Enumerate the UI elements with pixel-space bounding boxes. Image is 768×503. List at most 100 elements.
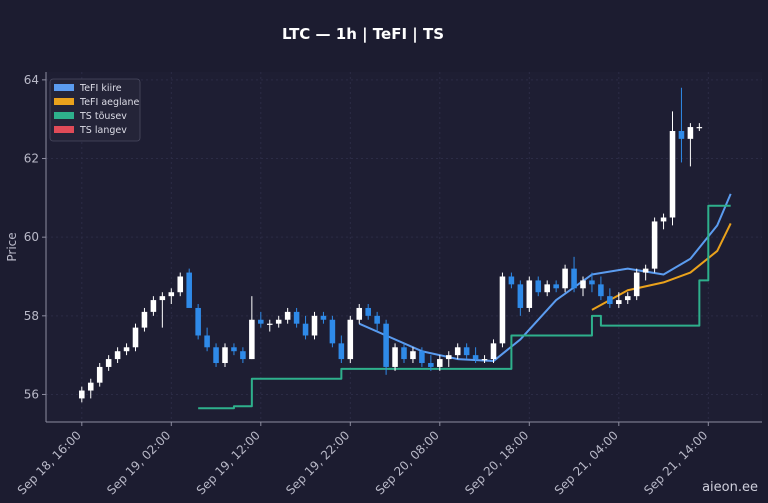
candle-body xyxy=(660,217,667,222)
candle-body xyxy=(204,335,210,348)
candle-bullish xyxy=(159,292,166,328)
x-tick-label: Sep 20, 18:00 xyxy=(462,428,531,497)
candle-bullish xyxy=(669,111,676,226)
y-tick-label: 62 xyxy=(24,152,39,166)
candle-bearish xyxy=(204,327,210,352)
candle-bearish xyxy=(517,280,524,316)
candle-bullish xyxy=(177,272,184,297)
y-tick-label: 56 xyxy=(24,387,39,401)
candle-body xyxy=(114,351,121,360)
candle-bullish xyxy=(490,339,497,364)
candle-bullish xyxy=(392,343,398,371)
candle-bearish xyxy=(320,311,327,324)
candle-body xyxy=(499,276,506,344)
axes xyxy=(45,72,762,423)
candle-bullish xyxy=(168,288,175,305)
series-line-ts-t-usev xyxy=(198,204,731,410)
candle-bullish xyxy=(284,307,291,324)
candle-bullish xyxy=(526,276,533,312)
candle-body xyxy=(678,130,685,139)
candle-bearish xyxy=(186,268,192,308)
legend-label-tefi-slow: TeFI aeglane xyxy=(79,97,139,108)
candle-body xyxy=(454,347,461,356)
candle-body xyxy=(419,351,425,364)
candle-bullish xyxy=(114,347,121,364)
candle-bullish xyxy=(660,213,667,230)
candle-body xyxy=(696,127,703,129)
candle-body xyxy=(311,315,318,336)
candle-bearish xyxy=(598,276,604,301)
legend-label-tefi-fast: TeFI kiire xyxy=(79,83,122,94)
candle-body xyxy=(213,347,219,364)
legend-swatch-tefi-fast xyxy=(54,84,74,91)
candle-bearish xyxy=(258,311,264,328)
candle-bullish xyxy=(266,319,273,332)
candle-bearish xyxy=(678,87,685,163)
candle-body xyxy=(374,315,380,324)
candle-body xyxy=(526,280,533,308)
candle-body xyxy=(624,296,631,301)
candle-body xyxy=(410,351,416,360)
x-tick-label: Sep 21, 04:00 xyxy=(552,428,621,497)
x-tick-label: Sep 19, 22:00 xyxy=(283,428,352,497)
candle-body xyxy=(275,319,282,324)
candle-body xyxy=(150,300,157,312)
gridlines xyxy=(46,72,762,422)
candle-body xyxy=(302,323,309,336)
y-tick-label: 64 xyxy=(24,73,39,87)
candle-body xyxy=(356,307,363,320)
candle-body xyxy=(642,268,649,273)
candle-bearish xyxy=(374,311,380,332)
candle-body xyxy=(607,296,613,305)
candle-bullish xyxy=(624,292,631,305)
candle-body xyxy=(231,347,237,352)
candle-body xyxy=(598,284,604,297)
candle-bullish xyxy=(642,264,649,281)
legend: TeFI kiire TeFI aeglane TS tõusev TS lan… xyxy=(49,78,141,142)
candle-body xyxy=(87,382,94,391)
candle-bearish xyxy=(293,307,300,328)
candle-bearish xyxy=(589,272,595,293)
candle-body xyxy=(266,323,273,325)
candle-bullish xyxy=(696,123,703,131)
candle-bearish xyxy=(472,347,479,364)
candle-body xyxy=(544,284,550,293)
candle-body xyxy=(553,284,559,289)
candle-body xyxy=(571,268,577,289)
candle-body xyxy=(79,390,85,399)
candle-bullish xyxy=(275,315,282,328)
candle-bullish xyxy=(544,280,550,297)
candle-bearish xyxy=(231,343,237,356)
candle-bearish xyxy=(383,319,389,375)
candle-bullish xyxy=(499,272,506,348)
candle-body xyxy=(195,307,201,336)
candle-body xyxy=(329,319,336,344)
candle-bearish xyxy=(195,304,201,340)
candle-body xyxy=(472,355,479,360)
candle-body xyxy=(347,319,354,360)
x-tick-label: Sep 19, 12:00 xyxy=(194,428,263,497)
legend-label-ts-down: TS langev xyxy=(79,125,127,136)
candle-body xyxy=(177,276,184,293)
candle-bullish xyxy=(96,363,103,387)
candle-body xyxy=(490,343,497,360)
candle-bullish xyxy=(633,268,640,301)
candle-bullish xyxy=(87,378,94,399)
candle-bullish xyxy=(132,323,139,352)
candle-body xyxy=(258,319,264,324)
candle-body xyxy=(535,280,542,293)
candle-bullish xyxy=(347,315,354,364)
y-tick-label: 60 xyxy=(24,230,39,244)
x-tick-label: Sep 20, 08:00 xyxy=(373,428,442,497)
candle-bullish xyxy=(249,296,255,360)
candle-bullish xyxy=(410,347,416,364)
legend-swatch-tefi-slow xyxy=(54,98,74,105)
legend-swatch-ts-down xyxy=(54,126,74,133)
series-line-tefi-aeglane xyxy=(591,222,732,311)
candle-body xyxy=(96,366,103,383)
candle-bearish xyxy=(607,288,613,308)
candle-body xyxy=(445,355,452,360)
candle-bearish xyxy=(463,343,470,360)
candle-bullish xyxy=(651,217,658,273)
candle-bullish xyxy=(454,343,461,360)
